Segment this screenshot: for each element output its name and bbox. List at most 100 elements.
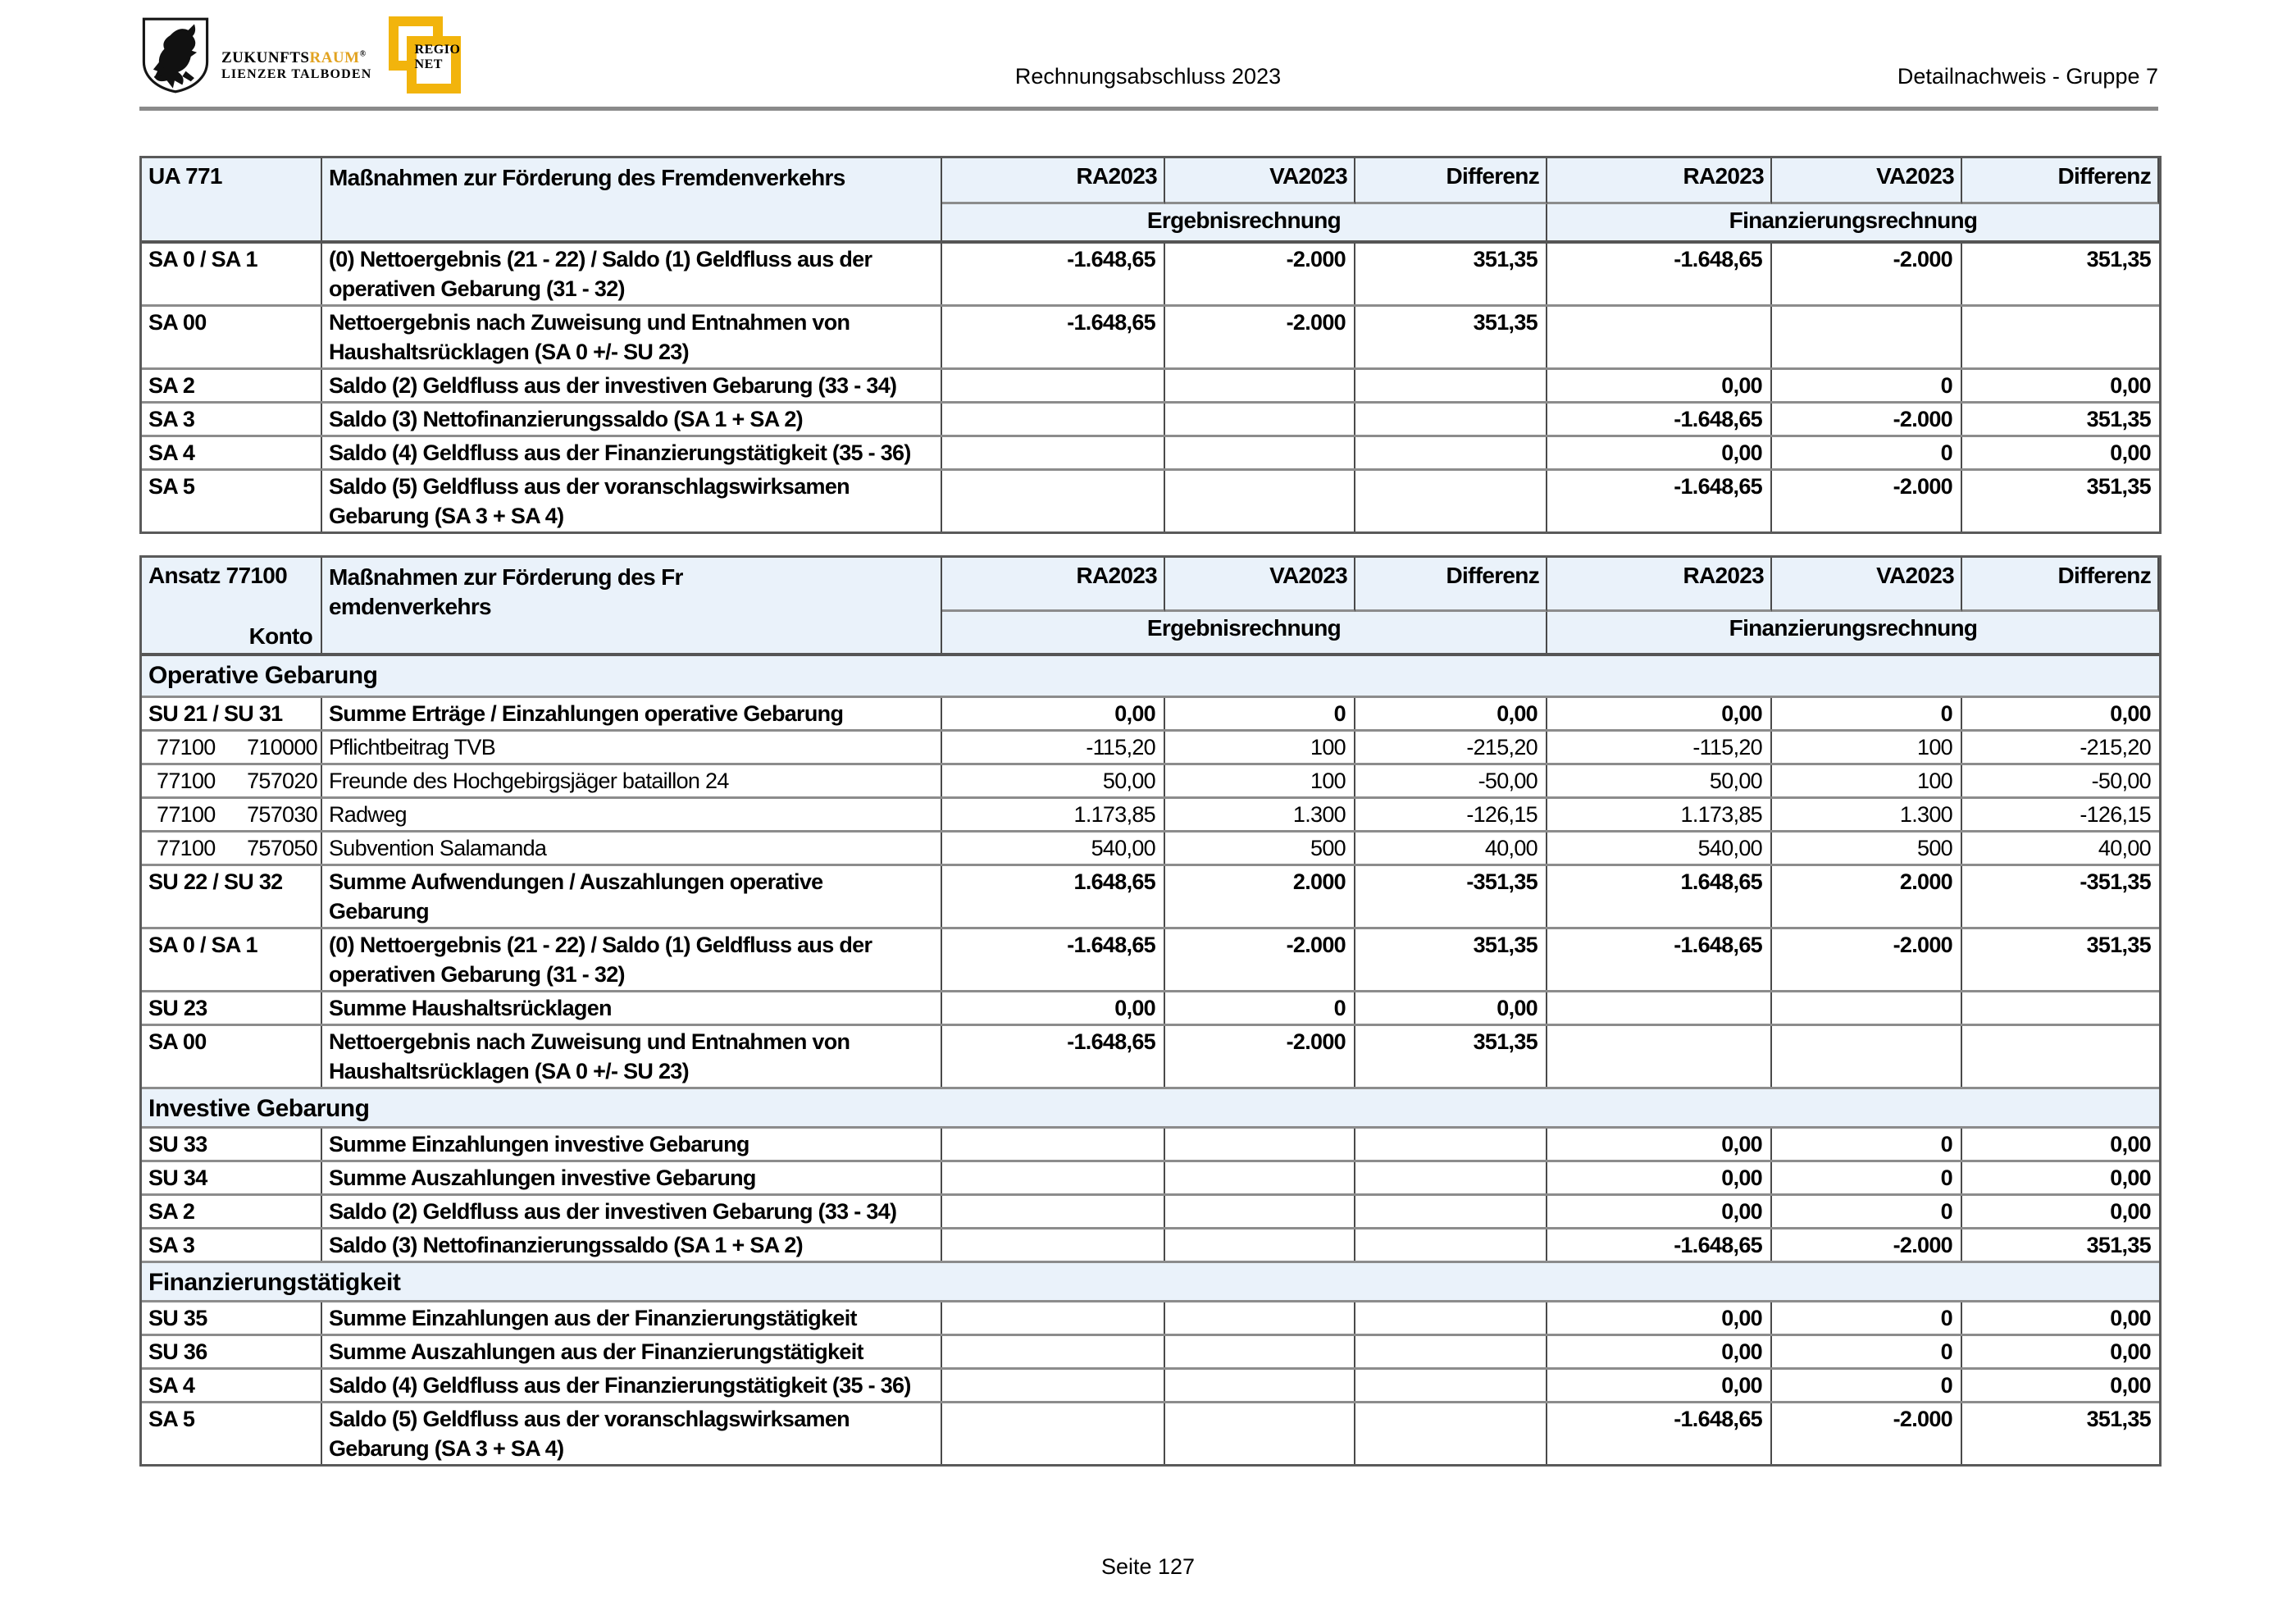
section-header: Operative Gebarung [142, 656, 2159, 696]
col-va2023-ergebnis: VA2023 [1165, 558, 1355, 612]
row-value: 351,35 [2086, 1233, 2152, 1257]
row-value: 0 [1165, 992, 1355, 1024]
col-differenz-ergebnis: Differenz [1355, 558, 1547, 612]
row-value: 0,00 [2110, 1166, 2151, 1190]
brand-text: ZUKUNFTSRAUM® LIENZER TALBODEN [221, 49, 372, 82]
row-value: 0,00 [1547, 437, 1772, 468]
row-value [1355, 404, 1547, 435]
row-value: 0,00 [2110, 1132, 2151, 1156]
row-value: 40,00 [1355, 833, 1547, 864]
row-label: Freunde des Hochgebirgsjäger bataillon 2… [322, 765, 942, 796]
ansatz-title: Maßnahmen zur Förderung des Fr emdenverk… [322, 558, 942, 653]
table-row: SA 0 / SA 1 (0) Nettoergebnis (21 - 22) … [142, 244, 2159, 304]
row-value: 40,00 [2098, 836, 2152, 860]
row-value: 0,00 [942, 992, 1165, 1024]
row-value: -351,35 [1355, 866, 1547, 927]
row-value: 351,35 [2086, 407, 2152, 431]
row-value: 0,00 [2110, 373, 2151, 398]
row-value [942, 471, 1165, 531]
table-row: SU 34 Summe Auszahlungen investive Gebar… [142, 1160, 2159, 1193]
row-value [1355, 1403, 1547, 1464]
table-row: SA 5 Saldo (5) Geldfluss aus der voransc… [142, 468, 2159, 531]
brand-line2: LIENZER TALBODEN [221, 66, 372, 81]
col-ra2023-ergebnis: RA2023 [942, 558, 1165, 612]
table-row: SU 35 Summe Einzahlungen aus der Finanzi… [142, 1300, 2159, 1334]
ergebnisrechnung-header: Ergebnisrechnung [942, 612, 1547, 653]
row-code: SA 2 [142, 370, 322, 401]
row-label: Summe Auszahlungen aus der Finanzierungs… [322, 1336, 942, 1367]
col-differenz-ergebnis: Differenz [1355, 158, 1547, 204]
row-value: 0,00 [2110, 1339, 2151, 1364]
row-value: 351,35 [1355, 244, 1547, 304]
row-value [1165, 471, 1355, 531]
finanzierungsrechnung-header: Finanzierungsrechnung [1729, 615, 1978, 641]
table-row: SA 0 / SA 1 (0) Nettoergebnis (21 - 22) … [142, 927, 2159, 990]
row-code: SA 4 [142, 437, 322, 468]
row-value: 0,00 [2110, 701, 2151, 726]
row-value [942, 437, 1165, 468]
col-ra2023-finanzierung: RA2023 [1547, 558, 1772, 612]
row-value [1355, 1370, 1547, 1401]
col-differenz-finanzierung: Differenz [1962, 558, 2159, 612]
row-value [942, 1162, 1165, 1193]
row-code: SU 34 [142, 1162, 322, 1193]
row-value: -215,20 [2080, 735, 2151, 760]
ansatz-code: Ansatz 77100 Konto [142, 558, 322, 653]
table-row: SA 5 Saldo (5) Geldfluss aus der voransc… [142, 1401, 2159, 1464]
konto-nr: 710000 [247, 735, 318, 760]
row-label: Nettoergebnis nach Zuweisung und Entnahm… [322, 307, 942, 367]
row-value [1355, 1196, 1547, 1227]
row-value: -2.000 [1772, 1229, 1962, 1261]
row-value: 1.173,85 [942, 799, 1165, 830]
konto-ua: 77100 [157, 836, 216, 860]
row-value [1165, 1370, 1355, 1401]
table-row: SA 4 Saldo (4) Geldfluss aus der Finanzi… [142, 1367, 2159, 1401]
page-header: ZUKUNFTSRAUM® LIENZER TALBODEN REGIO NET… [0, 0, 2296, 123]
row-value: 1.648,65 [942, 866, 1165, 927]
table-row: 77100 757050 Subvention Salamanda 540,00 … [142, 830, 2159, 864]
row-value: -50,00 [2091, 769, 2152, 793]
table-row: SU 36 Summe Auszahlungen aus der Finanzi… [142, 1334, 2159, 1367]
row-code: SA 0 / SA 1 [142, 929, 322, 990]
row-code: SU 35 [142, 1302, 322, 1334]
row-value: 100 [1772, 765, 1962, 796]
row-label: Summe Einzahlungen investive Gebarung [322, 1129, 942, 1160]
row-value [1165, 1403, 1355, 1464]
row-value: 0,00 [1547, 1162, 1772, 1193]
col-ra2023-ergebnis: RA2023 [942, 158, 1165, 204]
row-value: 1.173,85 [1547, 799, 1772, 830]
row-value [1165, 1229, 1355, 1261]
ansatz-table: Ansatz 77100 Konto Maßnahmen zur Förderu… [139, 555, 2162, 1467]
table-row: SA 4 Saldo (4) Geldfluss aus der Finanzi… [142, 435, 2159, 468]
row-label: Saldo (3) Nettofinanzierungssaldo (SA 1 … [322, 1229, 942, 1261]
row-value: 2.000 [1772, 866, 1962, 927]
row-label: Summe Haushaltsrücklagen [322, 992, 942, 1024]
row-value [1165, 1129, 1355, 1160]
row-value: 100 [1165, 732, 1355, 763]
konto-ua: 77100 [157, 735, 216, 760]
ansatz-table-header: Ansatz 77100 Konto Maßnahmen zur Förderu… [142, 558, 2159, 656]
row-value [1355, 370, 1547, 401]
row-value: 1.300 [1772, 799, 1962, 830]
row-label: Summe Einzahlungen aus der Finanzierungs… [322, 1302, 942, 1334]
row-value: 1.648,65 [1547, 866, 1772, 927]
row-value: -115,20 [1547, 732, 1772, 763]
row-value: 351,35 [2086, 933, 2152, 957]
brand-black: ZUKUNFTS [221, 49, 310, 66]
row-label: Saldo (5) Geldfluss aus der voranschlags… [322, 471, 942, 531]
ua-title: Maßnahmen zur Förderung des Fremdenverke… [322, 158, 942, 240]
row-value: 500 [1165, 833, 1355, 864]
row-code: SA 2 [142, 1196, 322, 1227]
row-value: 540,00 [1547, 833, 1772, 864]
row-value: -1.648,65 [1547, 929, 1772, 990]
table-row: SU 21 / SU 31 Summe Erträge / Einzahlung… [142, 696, 2159, 729]
row-label: Summe Erträge / Einzahlungen operative G… [322, 698, 942, 729]
row-value: 500 [1772, 833, 1962, 864]
row-value: -2.000 [1165, 307, 1355, 367]
row-value: -2.000 [1165, 1026, 1355, 1087]
table-row: SU 33 Summe Einzahlungen investive Gebar… [142, 1126, 2159, 1160]
row-value: 0 [1165, 698, 1355, 729]
ansatz-table-body: Operative Gebarung SU 21 / SU 31 Summe E… [142, 656, 2159, 1464]
konto-ua: 77100 [157, 802, 216, 827]
ua-code-label: UA 771 [148, 163, 222, 189]
